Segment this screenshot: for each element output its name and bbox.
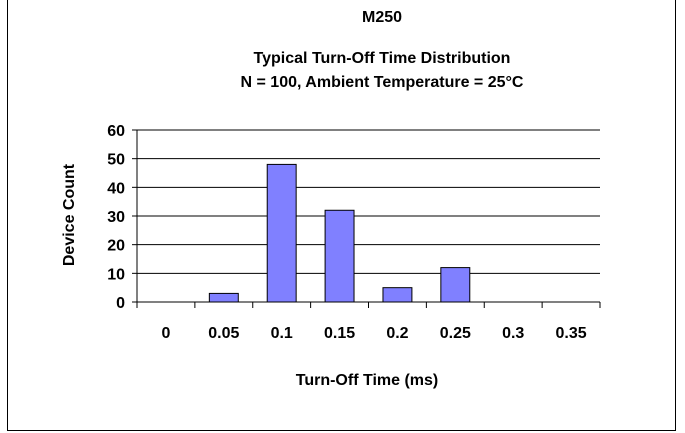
y-tick-label-20: 20 (107, 238, 125, 255)
y-tick-label-60: 60 (107, 123, 125, 140)
x-tick-label-0.25: 0.25 (440, 325, 471, 342)
x-tick-label-0.05: 0.05 (208, 325, 239, 342)
x-tick-label-0: 0 (161, 325, 170, 342)
x-tick-label-0.2: 0.2 (386, 325, 408, 342)
y-tick-label-30: 30 (107, 209, 125, 226)
axes-group (132, 129, 601, 308)
y-tick-label-50: 50 (107, 152, 125, 169)
x-tick-label-0.15: 0.15 (324, 325, 355, 342)
chart-subtitle-line-2: N = 100, Ambient Temperature = 25°C (241, 74, 524, 91)
chart-title: M250 (362, 9, 402, 26)
bar-0.05 (208, 292, 239, 303)
x-tick-labels: 0 0.05 0.1 0.15 0.2 0.25 0.3 0.35 (161, 325, 586, 342)
x-tick-label-0.35: 0.35 (555, 325, 586, 342)
y-axis-label: Device Count (61, 163, 78, 266)
bar-0.15 (324, 209, 355, 303)
x-tick-label-0.1: 0.1 (271, 325, 293, 342)
y-tick-label-40: 40 (107, 180, 125, 197)
x-axis-label: Turn-Off Time (ms) (296, 372, 439, 389)
grid-lines (137, 129, 600, 303)
x-tick-label-0.3: 0.3 (502, 325, 524, 342)
y-tick-labels: 0 10 20 30 40 50 60 (107, 123, 125, 312)
chart-subtitle-line-1: Typical Turn-Off Time Distribution (254, 50, 511, 67)
y-tick-label-0: 0 (116, 295, 125, 312)
bar-0.1 (266, 163, 297, 303)
bar-0.25 (440, 267, 471, 303)
y-tick-label-10: 10 (107, 266, 125, 283)
bars-group (208, 163, 471, 303)
bar-0.2 (382, 287, 413, 303)
